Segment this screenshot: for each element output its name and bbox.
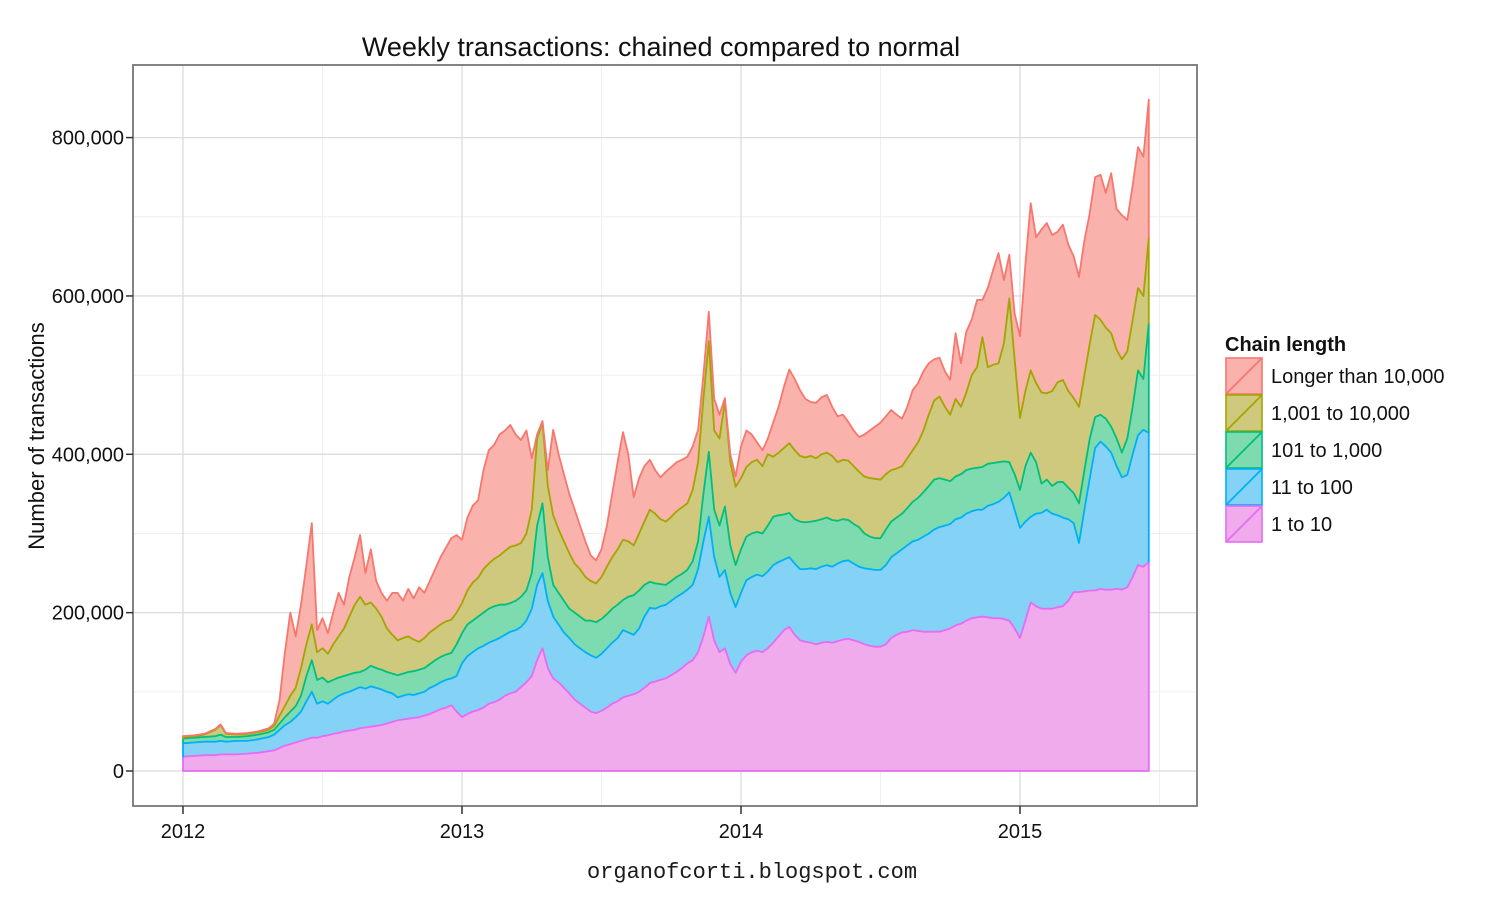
x-tick-label: 2015	[998, 821, 1043, 843]
legend-swatch-diagonal-icon	[1225, 468, 1263, 506]
legend-swatch-diagonal-icon	[1225, 394, 1263, 432]
y-tick-label: 800,000	[52, 128, 124, 150]
legend-entry: 1 to 10	[1225, 505, 1332, 543]
boundary-line-11-to-100	[182, 428, 1150, 758]
chart-title: Weekly transactions: chained compared to…	[362, 32, 960, 62]
y-axis-title: Number of transactions	[24, 322, 49, 549]
legend-label: 11 to 100	[1271, 477, 1353, 499]
legend-swatch-diagonal-icon	[1225, 357, 1263, 395]
x-tick-label: 2012	[161, 821, 206, 843]
legend-entry: 101 to 1,000	[1225, 431, 1382, 469]
y-tick-label: 200,000	[52, 603, 124, 625]
x-tick-label: 2014	[719, 821, 764, 843]
x-tick-label: 2013	[440, 821, 485, 843]
legend-label: Longer than 10,000	[1271, 366, 1445, 388]
legend-swatch-diagonal-icon	[1225, 431, 1263, 469]
boundary-line-1-to-10	[182, 561, 1150, 772]
footer-url: organofcorti.blogspot.com	[587, 860, 917, 885]
y-tick-label: 400,000	[52, 444, 124, 466]
legend-label: 1 to 10	[1271, 514, 1332, 536]
stacked-areas	[182, 98, 1150, 772]
area-band-1-to-10	[183, 562, 1149, 771]
y-tick-label: 600,000	[52, 286, 124, 308]
legend-swatch-diagonal-icon	[1225, 505, 1263, 543]
legend-title: Chain length	[1225, 334, 1346, 356]
boundary-line-1-001-to-10-000	[182, 236, 1150, 740]
boundary-line-longer-than-10-000	[182, 98, 1150, 738]
legend-label: 101 to 1,000	[1271, 440, 1382, 462]
area-band-11-to-100	[183, 429, 1149, 757]
y-tick-label: 0	[113, 761, 124, 783]
legend-entry: Longer than 10,000	[1225, 357, 1445, 395]
legend-entry: 11 to 100	[1225, 468, 1353, 506]
boundary-line-101-to-1-000	[182, 322, 1150, 745]
legend: Chain length Longer than 10,000 1,001 to …	[1225, 334, 1445, 543]
plot-panel-border	[132, 64, 1198, 807]
legend-entry: 1,001 to 10,000	[1225, 394, 1410, 432]
axis-ticks-and-labels: 0 200,000 400,000 600,000 800,000 2012 2013 201…	[52, 128, 1043, 843]
legend-label: 1,001 to 10,000	[1271, 403, 1410, 425]
